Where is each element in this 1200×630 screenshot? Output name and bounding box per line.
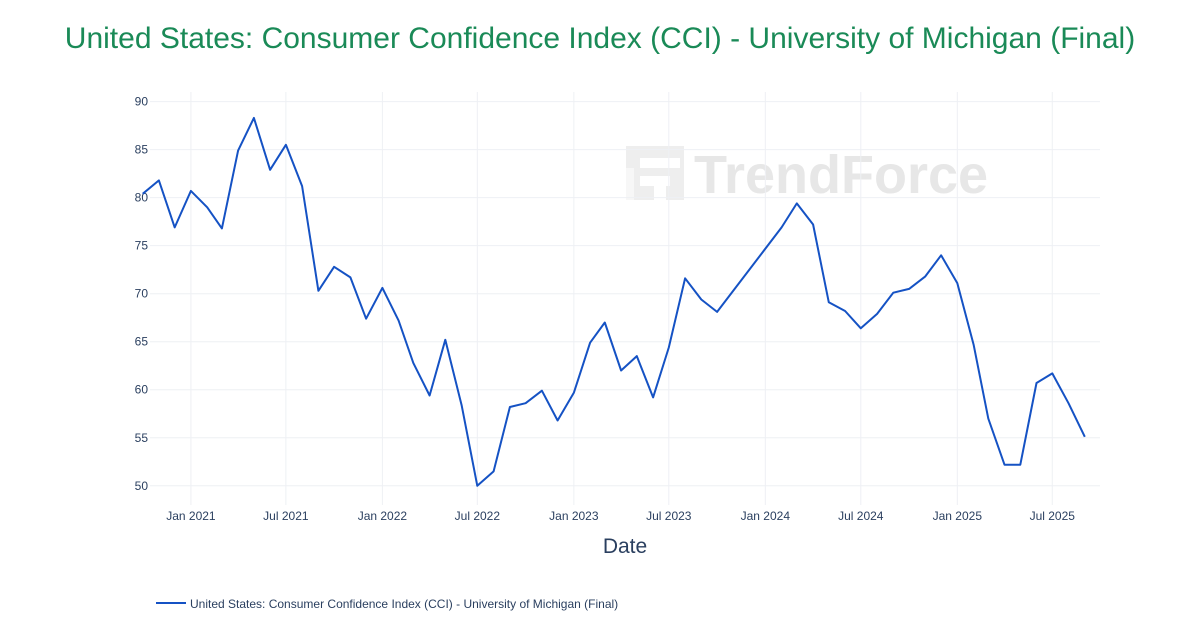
data-point[interactable]: [266, 166, 274, 174]
data-point[interactable]: [1065, 399, 1073, 407]
data-point[interactable]: [617, 367, 625, 375]
chart-title: United States: Consumer Confidence Index…: [64, 22, 1136, 55]
data-point[interactable]: [330, 263, 338, 271]
data-point[interactable]: [250, 114, 258, 122]
watermark: TrendForce: [626, 145, 988, 205]
data-point[interactable]: [155, 176, 163, 184]
data-point[interactable]: [586, 339, 594, 347]
data-point[interactable]: [970, 341, 978, 349]
data-point[interactable]: [298, 182, 306, 190]
x-axis-title: Date: [603, 535, 647, 558]
data-point[interactable]: [649, 393, 657, 401]
data-point[interactable]: [1081, 433, 1089, 441]
data-point[interactable]: [633, 352, 641, 360]
data-point[interactable]: [1048, 369, 1056, 377]
x-tick-label: Jul 2021: [263, 509, 309, 523]
grid: [150, 92, 1100, 505]
y-axis: 50 55 60 65 70 75 80 85 90: [135, 95, 149, 493]
data-point[interactable]: [921, 272, 929, 280]
data-point[interactable]: [681, 274, 689, 282]
data-point[interactable]: [506, 403, 514, 411]
data-point[interactable]: [889, 289, 897, 297]
series-layer: [139, 114, 1089, 490]
data-point[interactable]: [187, 187, 195, 195]
data-point[interactable]: [426, 392, 434, 400]
x-tick-label: Jul 2024: [838, 509, 884, 523]
x-tick-label: Jan 2022: [358, 509, 408, 523]
data-point[interactable]: [697, 296, 705, 304]
data-point[interactable]: [857, 324, 865, 332]
y-tick-label: 85: [135, 143, 149, 157]
x-tick-label: Jul 2025: [1030, 509, 1076, 523]
data-point[interactable]: [825, 298, 833, 306]
x-tick-label: Jul 2022: [455, 509, 501, 523]
data-point[interactable]: [601, 319, 609, 327]
trendforce-logo-icon: [626, 146, 684, 200]
data-point[interactable]: [778, 223, 786, 231]
y-tick-label: 50: [135, 479, 149, 493]
x-tick-label: Jan 2021: [166, 509, 216, 523]
data-point[interactable]: [314, 287, 322, 295]
data-point[interactable]: [362, 315, 370, 323]
data-point[interactable]: [984, 415, 992, 423]
data-point[interactable]: [937, 251, 945, 259]
y-tick-label: 80: [135, 191, 149, 205]
data-point[interactable]: [713, 308, 721, 316]
y-tick-label: 55: [135, 431, 149, 445]
series-line[interactable]: [142, 116, 1086, 487]
data-point[interactable]: [282, 141, 290, 149]
data-point[interactable]: [554, 417, 562, 425]
data-point[interactable]: [953, 279, 961, 287]
data-point[interactable]: [522, 399, 530, 407]
data-point[interactable]: [395, 317, 403, 325]
data-point[interactable]: [218, 224, 226, 232]
y-tick-label: 65: [135, 335, 149, 349]
x-tick-label: Jan 2023: [549, 509, 599, 523]
y-tick-label: 75: [135, 239, 149, 253]
data-point[interactable]: [346, 273, 354, 281]
x-tick-label: Jul 2023: [646, 509, 692, 523]
data-point[interactable]: [473, 482, 481, 490]
data-point[interactable]: [1033, 379, 1041, 387]
x-tick-label: Jan 2024: [741, 509, 791, 523]
data-point[interactable]: [234, 147, 242, 155]
data-point[interactable]: [441, 336, 449, 344]
data-point[interactable]: [1016, 461, 1024, 469]
data-point[interactable]: [809, 221, 817, 229]
y-tick-label: 60: [135, 383, 149, 397]
data-point[interactable]: [490, 467, 498, 475]
data-point[interactable]: [665, 344, 673, 352]
x-tick-label: Jan 2025: [933, 509, 983, 523]
watermark-text: TrendForce: [694, 145, 988, 205]
data-point[interactable]: [841, 307, 849, 315]
legend-label: United States: Consumer Confidence Index…: [190, 597, 618, 611]
data-point[interactable]: [139, 190, 147, 198]
data-point[interactable]: [203, 203, 211, 211]
legend[interactable]: United States: Consumer Confidence Index…: [156, 597, 618, 611]
data-point[interactable]: [378, 284, 386, 292]
data-point[interactable]: [409, 359, 417, 367]
data-point[interactable]: [905, 285, 913, 293]
data-point[interactable]: [458, 401, 466, 409]
data-point[interactable]: [873, 310, 881, 318]
data-point[interactable]: [793, 199, 801, 207]
data-point[interactable]: [1001, 461, 1009, 469]
data-point[interactable]: [570, 389, 578, 397]
y-tick-label: 90: [135, 95, 149, 109]
y-tick-label: 70: [135, 287, 149, 301]
data-point[interactable]: [538, 387, 546, 395]
data-point[interactable]: [171, 223, 179, 231]
x-axis: Jan 2021 Jul 2021 Jan 2022 Jul 2022 Jan 2023…: [166, 509, 1075, 523]
